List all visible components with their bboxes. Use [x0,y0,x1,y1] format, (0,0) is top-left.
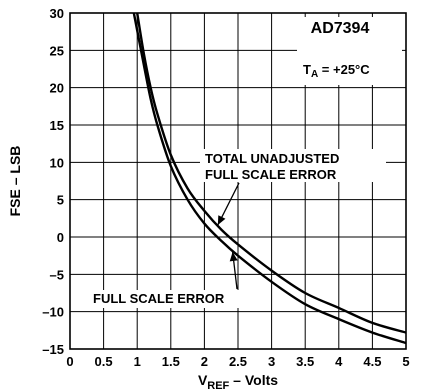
y-tick-label: 0 [57,230,64,245]
y-tick-label: 15 [50,118,64,133]
y-tick-label: 5 [57,193,64,208]
y-tick-label: –5 [50,267,64,282]
series-group [132,13,406,345]
x-tick-label: 4 [335,354,343,369]
condition-rest: = +25°C [318,62,370,77]
y-tick-label: –15 [42,342,64,357]
annotation-total-unadjusted: TOTAL UNADJUSTED [205,151,339,166]
temperature-condition: TA = +25°C [303,62,370,80]
x-tick-label: 1 [134,354,141,369]
series-total-unadjusted-fse [136,13,406,334]
x-label-subscript: REF [207,380,229,392]
x-tick-label: 5 [402,354,409,369]
condition-main: T [303,62,311,77]
y-tick-labels: 30 25 20 15 10 5 0 –5 –10 –15 [42,6,64,357]
annotation-full-scale-error: FULL SCALE ERROR [93,291,225,306]
info-box [297,17,402,85]
annotation-bg [200,149,386,182]
annotation-total-unadjusted: FULL SCALE ERROR [205,167,337,182]
y-tick-label: 30 [50,6,64,21]
x-tick-label: 0 [66,354,73,369]
x-tick-label: 2.5 [229,354,247,369]
y-tick-label: 20 [50,81,64,96]
x-tick-label: 1.5 [162,354,180,369]
x-tick-label: 0.5 [95,354,113,369]
arrow-total-head [217,215,226,226]
plot-frame [69,12,407,350]
y-tick-label: 25 [50,43,64,58]
y-tick-label: 10 [50,155,64,170]
y-tick-label: –10 [42,305,64,320]
chart-title: AD7394 [311,20,370,37]
x-tick-label: 2 [201,354,208,369]
x-tick-label: 3.5 [296,354,314,369]
condition-subscript: A [311,69,318,80]
y-axis-label: FSE – LSB [7,146,23,217]
x-label-rest: – Volts [229,372,278,388]
x-axis-label: VREF – Volts [198,372,278,392]
series-full-scale-error [132,13,406,345]
arrow-fse-head [229,251,238,262]
x-tick-label: 4.5 [363,354,381,369]
x-tick-labels: 0 0.5 1 1.5 2 2.5 3 3.5 4 4.5 5 [66,354,409,369]
x-label-main: V [198,372,208,388]
x-tick-label: 3 [268,354,275,369]
annotation-bg [88,290,258,308]
